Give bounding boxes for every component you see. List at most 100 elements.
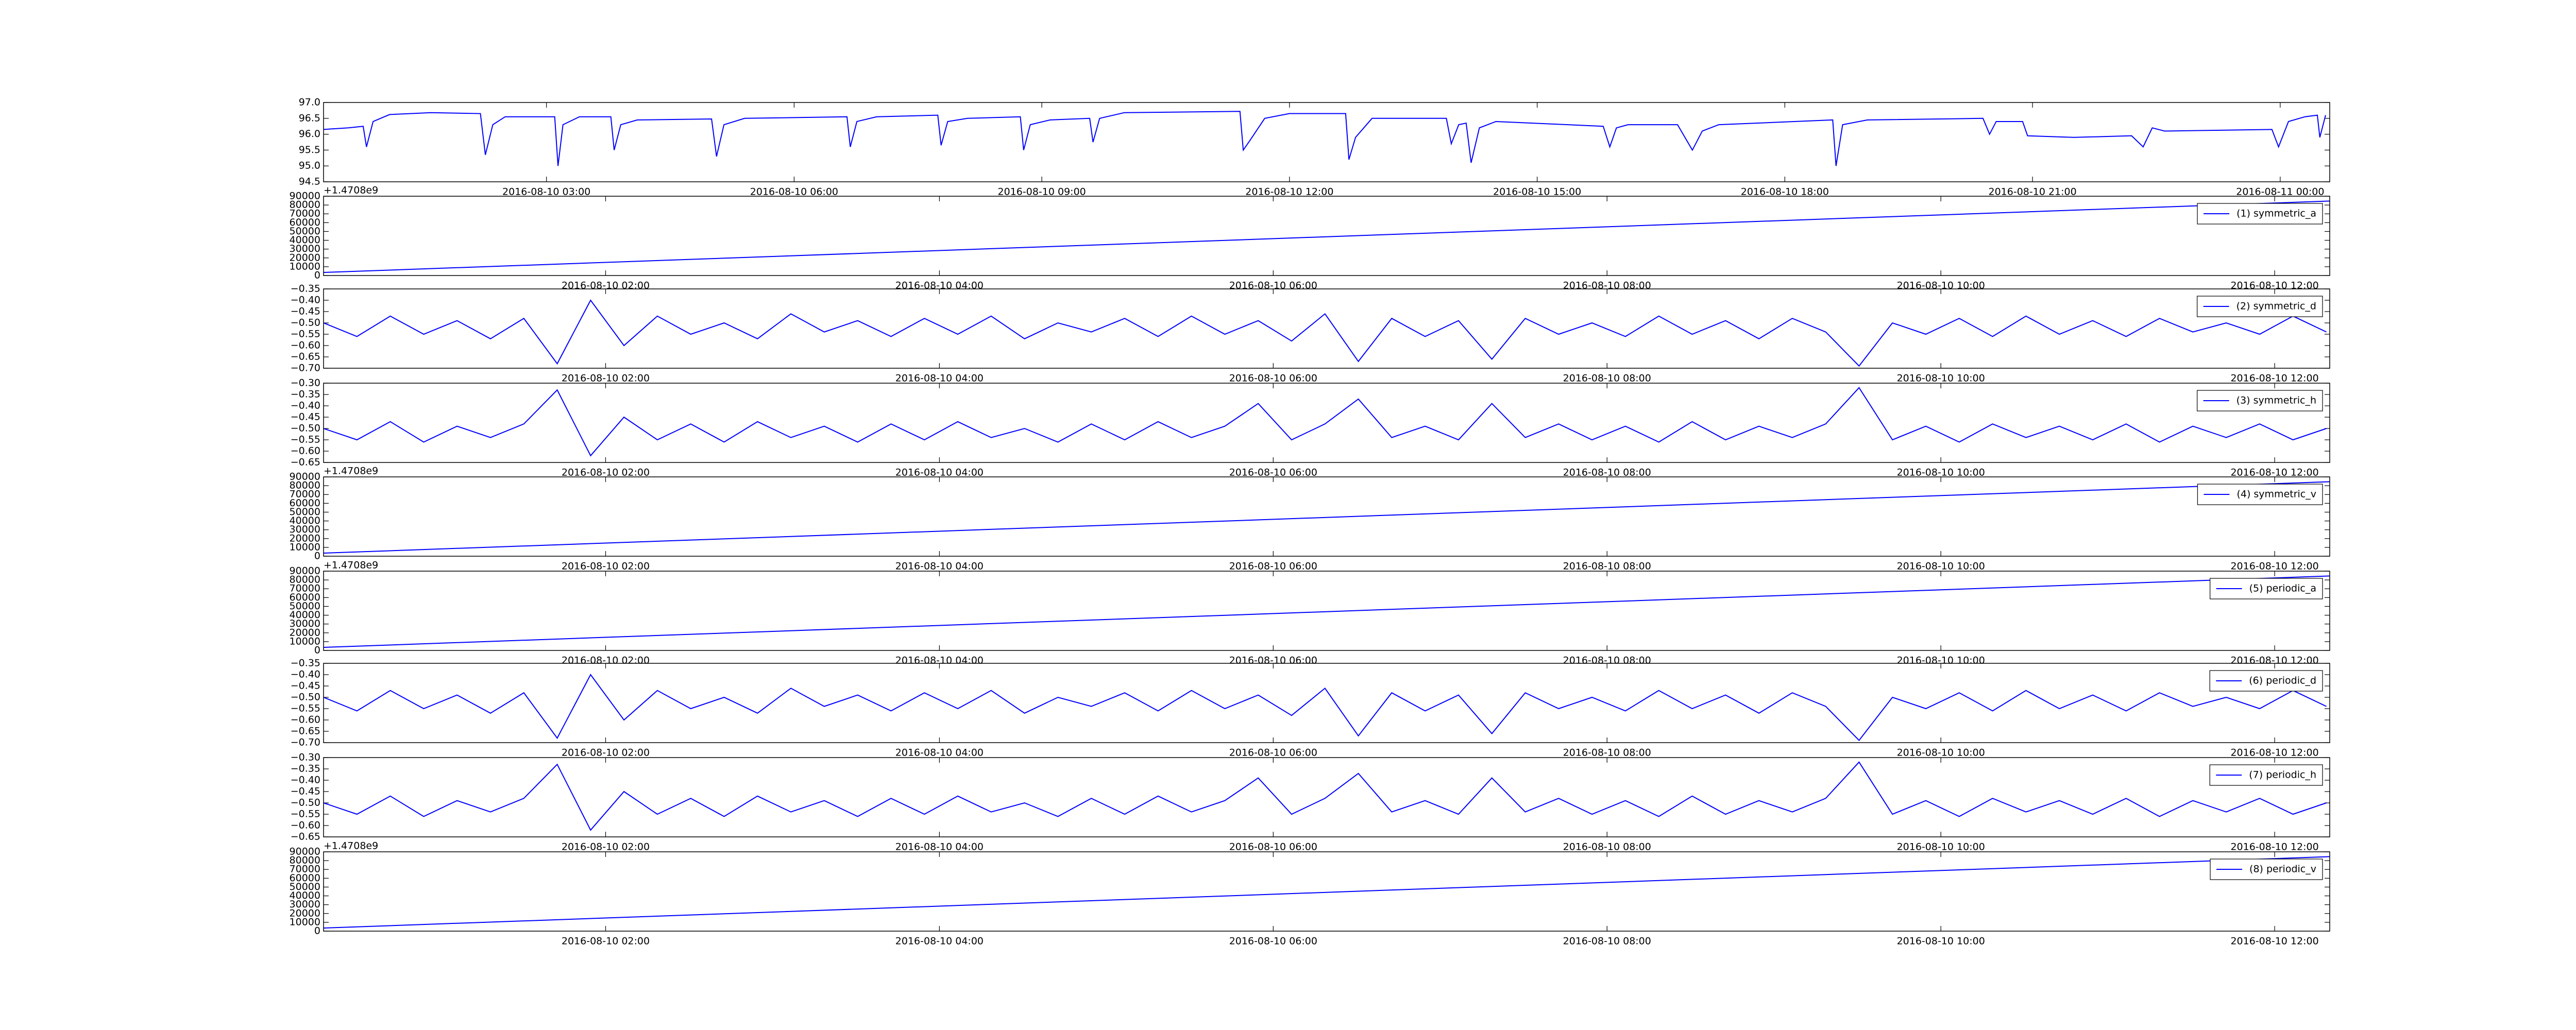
y-tick-label: −0.50 <box>291 692 320 703</box>
x-tick-label: 2016-08-10 08:00 <box>1563 373 1651 384</box>
x-tick-label: 2016-08-10 06:00 <box>1229 373 1317 384</box>
x-tick-label: 2016-08-10 12:00 <box>2230 747 2318 759</box>
axes-frame <box>323 383 2330 463</box>
data-line <box>323 856 2330 929</box>
y-tick-label: −0.40 <box>291 775 320 786</box>
y-tick-label: −0.40 <box>291 295 320 306</box>
legend: (2) symmetric_d <box>2197 296 2323 317</box>
data-line <box>323 387 2327 457</box>
y-tick-label: −0.70 <box>291 363 320 374</box>
y-tick-label: −0.70 <box>291 737 320 748</box>
y-tick-label: −0.65 <box>291 351 320 363</box>
y-tick-label: −0.45 <box>291 306 320 317</box>
y-tick-label: 10000 <box>290 636 320 647</box>
y-tick-label: 30000 <box>290 618 320 629</box>
y-tick-label: 0 <box>314 925 320 937</box>
legend: (7) periodic_h <box>2209 764 2323 786</box>
x-tick-label: 2016-08-10 12:00 <box>1245 186 1333 198</box>
x-tick-label: 2016-08-10 10:00 <box>1897 842 1985 853</box>
data-line <box>323 111 2326 166</box>
y-tick-label: −0.55 <box>291 703 320 714</box>
y-tick-label: −0.55 <box>291 809 320 820</box>
x-tick-label: 2016-08-10 04:00 <box>895 561 984 572</box>
x-tick-label: 2016-08-10 02:00 <box>562 373 650 384</box>
x-tick-label: 2016-08-10 08:00 <box>1563 936 1651 947</box>
y-tick-label: 0 <box>314 551 320 562</box>
x-tick-label: 2016-08-10 08:00 <box>1563 747 1651 759</box>
y-tick-label: 95.5 <box>299 144 320 156</box>
y-tick-label: 80000 <box>290 480 320 491</box>
y-tick-label: 60000 <box>290 497 320 509</box>
y-tick-label: −0.35 <box>291 763 320 775</box>
x-tick-label: 2016-08-10 06:00 <box>1229 467 1317 478</box>
x-tick-label: 2016-08-10 09:00 <box>998 186 1086 198</box>
x-tick-label: 2016-08-10 10:00 <box>1897 936 1985 947</box>
x-tick-label: 2016-08-10 18:00 <box>1741 186 1829 198</box>
x-tick-label: 2016-08-10 08:00 <box>1563 561 1651 572</box>
legend-label: (6) periodic_d <box>2249 675 2316 686</box>
y-tick-label: 70000 <box>290 489 320 500</box>
y-tick-label: 96.5 <box>299 112 320 124</box>
y-tick-label: 80000 <box>290 855 320 866</box>
x-tick-label: 2016-08-10 06:00 <box>1229 561 1317 572</box>
legend: (8) periodic_v <box>2210 859 2323 880</box>
y-tick-label: −0.45 <box>291 411 320 423</box>
y-tick-label: 40000 <box>290 609 320 621</box>
legend-label: (3) symmetric_h <box>2236 395 2316 406</box>
legend-label: (2) symmetric_d <box>2236 301 2316 312</box>
y-tick-label: −0.50 <box>291 423 320 434</box>
y-offset-text: +1.4708e9 <box>324 466 378 477</box>
y-tick-label: −0.35 <box>291 658 320 669</box>
y-tick-label: 0 <box>314 645 320 656</box>
x-tick-label: 2016-08-10 10:00 <box>1897 280 1985 291</box>
data-line <box>323 761 2327 831</box>
axes-frame <box>323 102 2330 182</box>
x-tick-label: 2016-08-10 06:00 <box>1229 842 1317 853</box>
axes-frame <box>323 663 2330 743</box>
y-tick-label: 40000 <box>290 515 320 526</box>
y-tick-label: −0.30 <box>291 752 320 763</box>
y-tick-label: 70000 <box>290 864 320 875</box>
x-tick-label: 2016-08-10 02:00 <box>562 467 650 478</box>
y-tick-label: −0.55 <box>291 329 320 340</box>
axes-frame <box>323 571 2330 651</box>
y-tick-label: 50000 <box>290 226 320 237</box>
y-tick-label: 60000 <box>290 872 320 884</box>
y-tick-label: 50000 <box>290 600 320 612</box>
y-tick-label: 10000 <box>290 916 320 928</box>
y-tick-label: −0.65 <box>291 726 320 737</box>
y-tick-label: −0.60 <box>291 820 320 831</box>
x-tick-label: 2016-08-10 08:00 <box>1563 467 1651 478</box>
y-tick-label: 97.0 <box>299 97 320 108</box>
x-tick-label: 2016-08-10 06:00 <box>750 186 838 198</box>
data-line <box>323 299 2327 367</box>
y-tick-label: 50000 <box>290 881 320 892</box>
y-tick-label: −0.45 <box>291 786 320 797</box>
x-tick-label: 2016-08-10 04:00 <box>895 280 984 291</box>
y-tick-label: 90000 <box>290 846 320 857</box>
y-tick-label: −0.65 <box>291 457 320 468</box>
y-tick-label: 80000 <box>290 574 320 586</box>
y-tick-label: −0.55 <box>291 434 320 445</box>
x-tick-label: 2016-08-10 02:00 <box>562 280 650 291</box>
x-tick-label: 2016-08-10 06:00 <box>1229 280 1317 291</box>
y-offset-text: +1.4708e9 <box>324 840 378 852</box>
axes-frame <box>323 196 2330 276</box>
y-tick-label: 30000 <box>290 243 320 254</box>
x-tick-label: 2016-08-10 04:00 <box>895 747 984 759</box>
x-tick-label: 2016-08-10 15:00 <box>1493 186 1581 198</box>
x-tick-label: 2016-08-10 02:00 <box>562 561 650 572</box>
x-tick-label: 2016-08-10 12:00 <box>2230 280 2318 291</box>
y-tick-label: 90000 <box>290 471 320 483</box>
y-tick-label: 10000 <box>290 541 320 553</box>
y-tick-label: 0 <box>314 270 320 281</box>
legend-label: (8) periodic_v <box>2249 864 2316 875</box>
legend: (6) periodic_d <box>2209 670 2323 692</box>
x-tick-label: 2016-08-10 10:00 <box>1897 373 1985 384</box>
data-line <box>323 674 2327 742</box>
y-tick-label: −0.60 <box>291 714 320 726</box>
y-tick-label: 60000 <box>290 592 320 603</box>
y-tick-label: −0.30 <box>291 377 320 389</box>
legend: (3) symmetric_h <box>2197 390 2323 411</box>
